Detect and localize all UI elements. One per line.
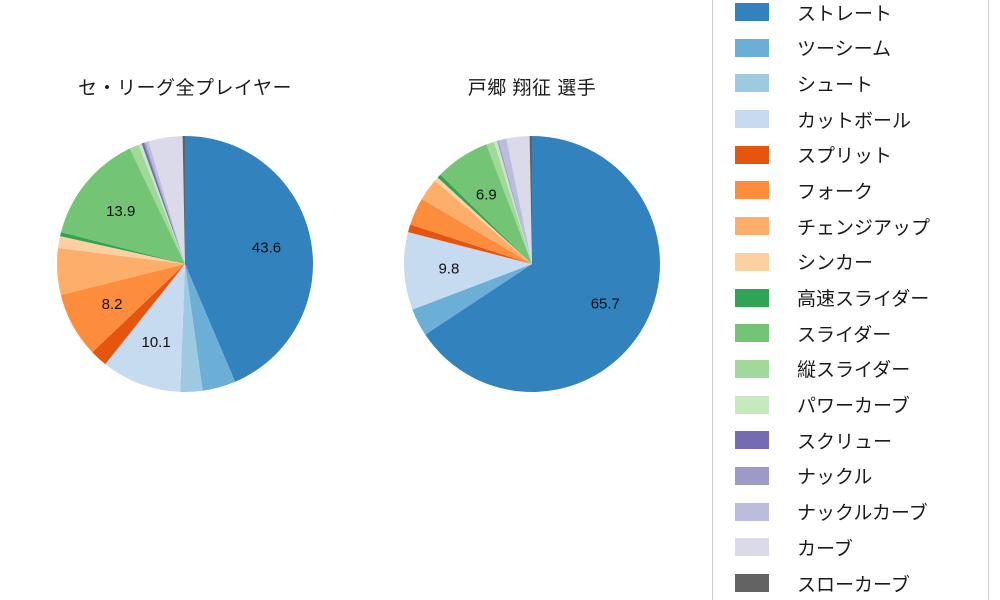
legend-swatch [735,217,769,236]
legend-label: スライダー [797,324,892,346]
pie-slice-スローカーブ [529,135,532,264]
legend-label: スプリット [797,146,893,168]
legend-item: パワーカーブ [735,395,988,417]
pie-slice-高速スライダー [437,174,532,264]
legend-swatch [735,288,769,307]
pie-slice-ナックル [497,140,532,264]
legend-swatch [735,38,769,57]
chart-title-league: セ・リーグ全プレイヤー [78,78,292,99]
chart-title-player: 戸郷 翔征 選手 [467,78,597,99]
pie-slice-スクリュー [141,142,185,264]
legend-item: ナックル [735,466,988,488]
pie-slice-ツーシーム [412,264,532,335]
legend-label: カーブ [797,538,853,560]
legend-item: スローカーブ [735,573,988,596]
legend-label: 縦スライダー [797,360,911,382]
pie-slice-シュート [180,264,203,393]
legend-label: チェンジアップ [797,217,931,239]
pie-slice-スライダー [61,148,185,264]
legend-label: ナックル [797,467,873,489]
legend-item: フォーク [735,180,988,203]
pie-value-label: 43.6 [252,239,281,256]
pie-slice-ツーシーム [185,264,236,391]
pie-slice-シンカー [58,236,186,264]
pie-slice-ナックル [143,142,185,264]
legend-label: ストレート [797,3,893,25]
pie-slice-スプリット [92,264,185,365]
pie-value-label: 9.8 [438,261,459,278]
pie-slice-カーブ [506,136,532,264]
legend-label: ツーシーム [797,39,892,61]
legend-item: 縦スライダー [735,359,988,381]
pie-slice-フォーク [410,198,532,264]
pie-slice-高速スライダー [60,232,185,264]
legend-swatch [735,466,769,485]
pie-slice-ナックルカーブ [145,141,185,264]
legend-item: 高速スライダー [735,288,988,310]
pie-slice-ナックルカーブ [498,138,532,264]
pie-slice-チェンジアップ [421,180,532,264]
legend-item: シンカー [735,252,988,274]
pie-slice-スライダー [440,144,532,264]
pie-slice-スプリット [408,224,532,264]
legend-label: スクリュー [797,431,893,453]
legend-swatch [735,324,769,343]
legend-label: シンカー [797,253,874,275]
legend-swatch [735,359,769,378]
pie-slice-パワーカーブ [138,143,185,264]
legend-swatch [735,181,769,200]
legend-swatch [735,538,769,557]
pie-chart-player: 65.7 9.8 6.9 [404,135,661,393]
pie-slice-ストレート [185,136,314,382]
legend-label: フォーク [797,181,874,203]
legend-swatch [735,3,769,21]
legend-item: ストレート [735,2,988,25]
legend-swatch [735,252,769,271]
legend-item: チェンジアップ [735,216,988,239]
legend-swatch [735,395,769,414]
pie-value-label: 10.1 [141,334,170,351]
legend-swatch [735,145,769,164]
pie-value-label: 8.2 [102,296,123,313]
legend-swatch [735,502,769,521]
pie-slice-チェンジアップ [56,247,185,296]
pie-slice-カットボール [404,232,532,310]
legend-label: カットボール [797,110,912,132]
pie-slice-ストレート [425,136,661,393]
pie-slice-カットボール [105,264,185,392]
legend-item: カットボール [735,109,988,132]
legend-item: スクリュー [735,430,988,453]
legend-item: カーブ [735,537,988,560]
pie-slice-シンカー [434,177,532,264]
legend-label: 高速スライダー [797,289,930,310]
legend-swatch [735,74,769,93]
legend-label: スローカーブ [797,574,910,596]
pie-value-label: 6.9 [476,187,497,204]
legend-label: パワーカーブ [797,396,910,418]
legend-label: ナックルカーブ [797,503,928,525]
pie-slice-カーブ [148,136,185,264]
legend-label: シュート [797,74,874,96]
legend-item: ツーシーム [735,38,988,60]
legend-item: スプリット [735,145,988,167]
pie-slice-パワーカーブ [493,140,532,264]
legend-swatch [735,574,769,592]
pie-value-label: 13.9 [106,203,135,220]
pie-slice-フォーク [60,264,185,353]
pie-value-label: 65.7 [591,295,620,312]
legend-item: ナックルカーブ [735,502,988,524]
pie-slice-縦スライダー [486,141,532,264]
pie-slice-縦スライダー [129,144,185,264]
pie-slice-スローカーブ [182,135,185,264]
legend-item: スライダー [735,323,988,346]
legend-swatch [735,110,769,129]
legend: ストレートツーシームシュートカットボール スプリットフォークチェンジアップ シンカー… [712,0,989,600]
pie-chart-league: 43.6 10.1 8.2 13.9 [56,135,314,393]
legend-items: ストレートツーシームシュートカットボール スプリットフォークチェンジアップ シンカー… [735,2,988,596]
legend-swatch [735,431,769,450]
legend-item: シュート [735,73,988,96]
